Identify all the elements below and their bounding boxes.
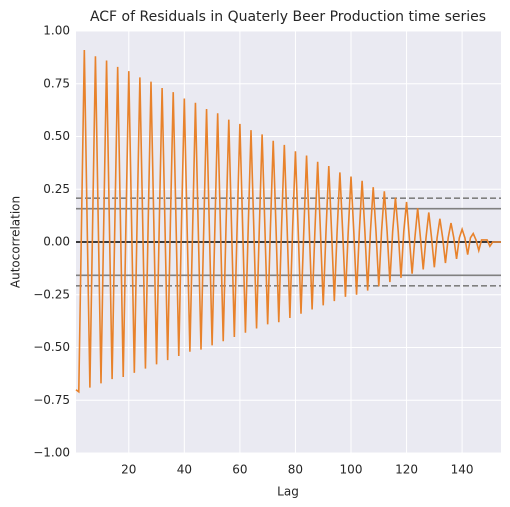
x-tick-label: 80 (288, 463, 303, 477)
x-tick-label: 40 (177, 463, 192, 477)
x-tick-label: 120 (395, 463, 418, 477)
x-tick-label: 100 (340, 463, 363, 477)
y-tick-label: 0.50 (43, 129, 70, 143)
x-axis-label: Lag (277, 485, 299, 499)
y-axis-label: Autocorrelation (9, 196, 23, 288)
y-tick-label: −0.75 (33, 393, 70, 407)
y-tick-label: −0.25 (33, 287, 70, 301)
marks (75, 49, 501, 394)
y-tick-label: 0.25 (43, 182, 70, 196)
x-tick-label: 60 (232, 463, 247, 477)
y-tick-label: 1.00 (43, 24, 70, 38)
y-tick-label: 0.00 (43, 235, 70, 249)
y-tick-label: −0.50 (33, 340, 70, 354)
y-tick-label: 0.75 (43, 76, 70, 90)
acf-line (75, 49, 501, 394)
y-tick-label: −1.00 (33, 446, 70, 460)
x-tick-label: 140 (451, 463, 474, 477)
chart-title: ACF of Residuals in Quaterly Beer Produc… (90, 9, 486, 25)
x-tick-label: 20 (121, 463, 136, 477)
